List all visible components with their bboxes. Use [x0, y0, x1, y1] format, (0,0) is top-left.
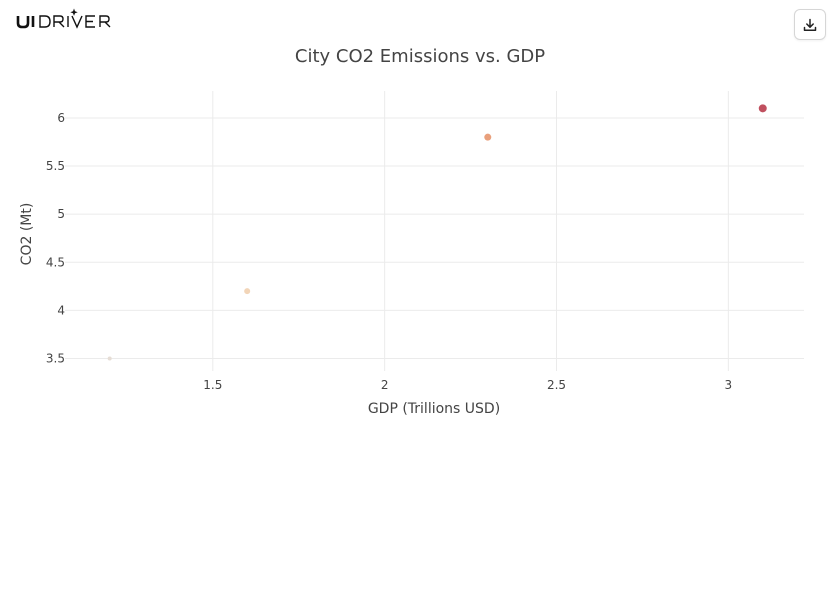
data-point[interactable]: [107, 356, 112, 361]
download-icon: [803, 18, 817, 31]
x-axis-title: GDP (Trillions USD): [368, 401, 500, 417]
data-point[interactable]: [244, 288, 251, 295]
data-point[interactable]: [484, 133, 492, 141]
x-tick-labels: 1.5 2 2.5 3: [203, 378, 732, 392]
x-tick-label: 3: [725, 378, 733, 392]
data-point[interactable]: [758, 104, 767, 113]
download-button[interactable]: [794, 9, 826, 40]
chart-title: City CO2 Emissions vs. GDP: [295, 46, 545, 67]
y-tick-label: 4.5: [46, 255, 65, 269]
y-tick-labels: 3.5 4 4.5 5 5.5 6: [46, 111, 65, 366]
y-gridlines: [65, 117, 804, 359]
y-tick-label: 5: [57, 207, 65, 221]
y-axis-title: CO2 (Mt): [19, 203, 35, 266]
x-tick-label: 1.5: [203, 378, 222, 392]
y-tick-label: 6: [57, 111, 65, 125]
y-tick-label: 5.5: [46, 159, 65, 173]
y-tick-label: 4: [57, 303, 65, 317]
uidriver-logo: [16, 8, 111, 29]
data-points: [107, 104, 767, 361]
x-tick-label: 2: [381, 378, 389, 392]
x-tick-label: 2.5: [547, 378, 566, 392]
y-tick-label: 3.5: [46, 351, 65, 365]
x-gridlines: [212, 91, 729, 371]
